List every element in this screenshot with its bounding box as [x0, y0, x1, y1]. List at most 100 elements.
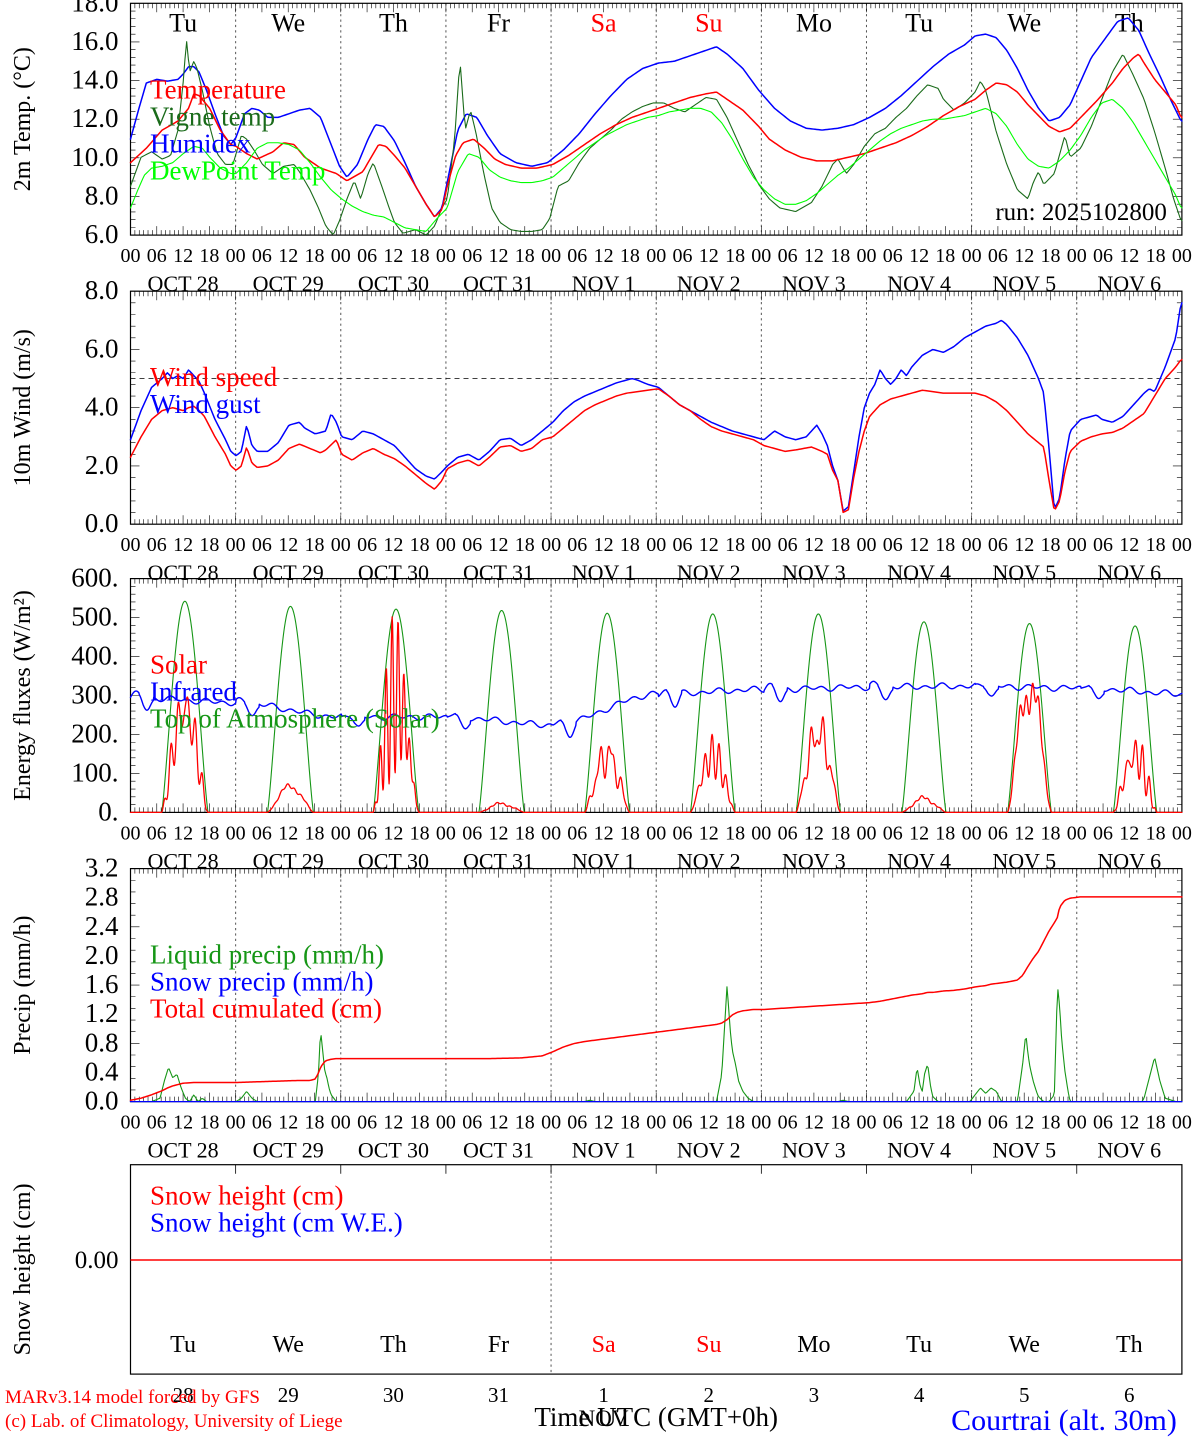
svg-text:0.00: 0.00 [75, 1247, 119, 1274]
svg-text:18: 18 [515, 822, 535, 844]
svg-text:12: 12 [1119, 822, 1139, 844]
svg-text:12: 12 [594, 822, 614, 844]
svg-text:06: 06 [1093, 534, 1113, 556]
svg-text:00: 00 [1067, 534, 1087, 556]
svg-text:NOV 2: NOV 2 [677, 1138, 741, 1163]
svg-text:12: 12 [383, 822, 403, 844]
svg-text:6.0: 6.0 [85, 219, 119, 249]
svg-text:2.8: 2.8 [85, 882, 119, 912]
svg-text:Tu: Tu [906, 1332, 932, 1358]
svg-text:10.0: 10.0 [71, 142, 118, 172]
svg-text:00: 00 [962, 822, 982, 844]
svg-text:Humidex: Humidex [150, 128, 251, 158]
svg-text:00: 00 [436, 245, 456, 267]
svg-text:Th: Th [380, 1332, 407, 1358]
svg-text:Sa: Sa [592, 1332, 616, 1358]
svg-text:12: 12 [594, 1112, 614, 1134]
svg-text:Temperature: Temperature [150, 74, 286, 104]
svg-text:12: 12 [489, 534, 509, 556]
svg-text:Liquid precip (mm/h): Liquid precip (mm/h) [150, 940, 384, 970]
svg-text:06: 06 [147, 245, 167, 267]
svg-text:18: 18 [199, 534, 219, 556]
svg-text:12: 12 [173, 245, 193, 267]
svg-text:run: 2025102800: run: 2025102800 [995, 199, 1167, 226]
svg-text:00: 00 [226, 822, 246, 844]
svg-text:06: 06 [147, 1112, 167, 1134]
svg-text:06: 06 [883, 534, 903, 556]
svg-text:18: 18 [830, 1112, 850, 1134]
svg-text:00: 00 [857, 534, 877, 556]
svg-text:06: 06 [462, 1112, 482, 1134]
svg-text:Tu: Tu [169, 8, 197, 37]
svg-text:2.4: 2.4 [85, 911, 119, 941]
svg-text:00: 00 [962, 245, 982, 267]
svg-text:OCT 31: OCT 31 [463, 1138, 534, 1163]
svg-text:18: 18 [620, 245, 640, 267]
svg-text:Th: Th [1116, 1332, 1143, 1358]
svg-text:Su: Su [696, 1332, 721, 1358]
svg-text:12: 12 [909, 534, 929, 556]
svg-text:00: 00 [226, 534, 246, 556]
svg-text:12: 12 [489, 822, 509, 844]
svg-text:DewPoint Temp: DewPoint Temp [150, 155, 325, 185]
svg-text:18: 18 [305, 245, 325, 267]
svg-text:00: 00 [331, 534, 351, 556]
svg-text:12: 12 [1119, 534, 1139, 556]
svg-text:0.0: 0.0 [85, 508, 119, 538]
svg-text:18: 18 [830, 822, 850, 844]
svg-text:12: 12 [489, 245, 509, 267]
svg-text:OCT 28: OCT 28 [148, 1138, 219, 1163]
svg-text:18: 18 [410, 822, 430, 844]
svg-text:00: 00 [226, 1112, 246, 1134]
svg-text:Total cumulated (cm): Total cumulated (cm) [150, 994, 382, 1024]
svg-text:Th: Th [379, 8, 408, 37]
svg-text:06: 06 [988, 245, 1008, 267]
svg-text:06: 06 [883, 1112, 903, 1134]
svg-text:06: 06 [988, 534, 1008, 556]
svg-text:06: 06 [252, 1112, 272, 1134]
svg-text:Snow height (cm W.E.): Snow height (cm W.E.) [150, 1208, 403, 1238]
svg-text:12: 12 [278, 245, 298, 267]
svg-text:Wind gust: Wind gust [150, 389, 261, 419]
svg-text:00: 00 [1067, 245, 1087, 267]
svg-text:00: 00 [646, 534, 666, 556]
svg-text:06: 06 [357, 1112, 377, 1134]
svg-text:06: 06 [778, 822, 798, 844]
svg-text:Infrared: Infrared [150, 677, 237, 707]
svg-text:18: 18 [725, 534, 745, 556]
svg-text:NOV 3: NOV 3 [782, 1138, 846, 1163]
svg-text:Time UTC (GMT+0h): Time UTC (GMT+0h) [534, 1402, 778, 1432]
svg-text:600.: 600. [71, 563, 118, 593]
svg-text:18: 18 [1146, 1112, 1166, 1134]
svg-text:06: 06 [673, 534, 693, 556]
svg-text:06: 06 [357, 534, 377, 556]
svg-text:06: 06 [988, 1112, 1008, 1134]
svg-text:0.: 0. [98, 796, 118, 826]
svg-text:18: 18 [305, 534, 325, 556]
svg-text:18: 18 [410, 534, 430, 556]
svg-text:Energy fluxes (W/m²): Energy fluxes (W/m²) [10, 590, 36, 801]
svg-text:06: 06 [567, 822, 587, 844]
svg-text:18: 18 [935, 822, 955, 844]
svg-text:30: 30 [383, 1383, 404, 1407]
svg-text:3.2: 3.2 [85, 853, 119, 883]
svg-text:12: 12 [594, 534, 614, 556]
svg-text:(c) Lab. of Climatology, Unive: (c) Lab. of Climatology, University of L… [5, 1411, 343, 1432]
svg-text:12: 12 [909, 1112, 929, 1134]
svg-text:We: We [1009, 1332, 1040, 1358]
svg-text:06: 06 [567, 1112, 587, 1134]
svg-text:00: 00 [1067, 822, 1087, 844]
svg-text:4: 4 [914, 1383, 925, 1407]
svg-text:12: 12 [699, 534, 719, 556]
svg-text:Mo: Mo [796, 8, 832, 37]
svg-text:3: 3 [809, 1383, 820, 1407]
svg-text:8.0: 8.0 [85, 275, 119, 305]
svg-text:18: 18 [515, 245, 535, 267]
svg-text:00: 00 [436, 534, 456, 556]
svg-text:12.0: 12.0 [71, 103, 118, 133]
svg-text:12: 12 [278, 1112, 298, 1134]
svg-text:00: 00 [857, 245, 877, 267]
svg-text:2.0: 2.0 [85, 450, 119, 480]
svg-text:Tu: Tu [170, 1332, 196, 1358]
svg-text:NOV 5: NOV 5 [992, 1138, 1056, 1163]
